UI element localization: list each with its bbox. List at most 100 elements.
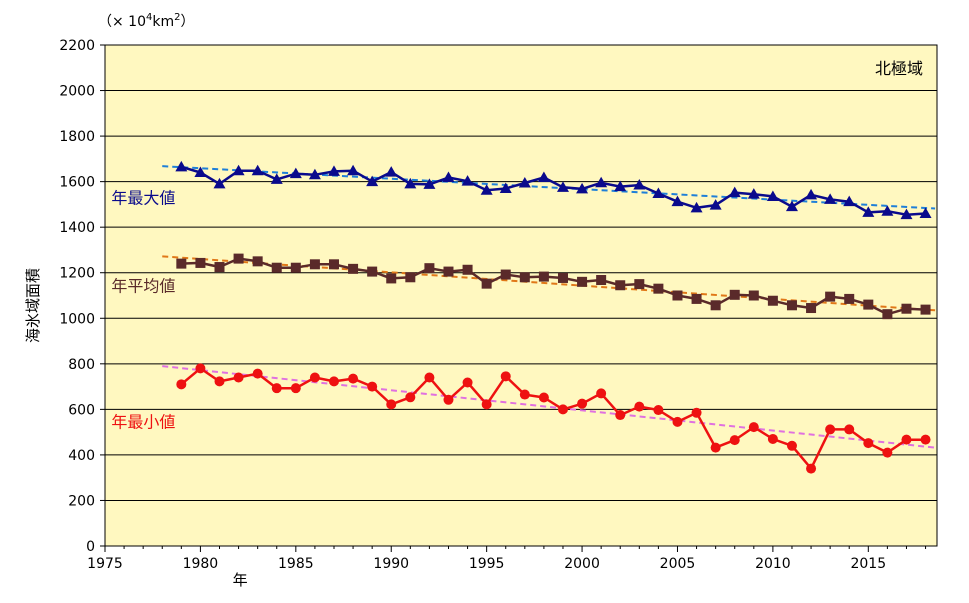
data-point [424, 372, 435, 383]
data-point [919, 207, 932, 219]
data-point [709, 199, 722, 210]
data-point [862, 206, 875, 217]
unit-exponent-2: 2 [174, 12, 180, 23]
data-point [233, 253, 244, 264]
data-point [537, 171, 550, 183]
data-point [615, 410, 626, 421]
data-point [614, 180, 627, 192]
data-point [576, 182, 589, 194]
data-point [595, 176, 608, 188]
data-point [481, 278, 492, 289]
data-point [461, 175, 474, 186]
data-point [386, 399, 397, 410]
series-line [180, 367, 926, 470]
data-point [367, 381, 378, 392]
data-point [327, 165, 340, 176]
trend-line [162, 165, 936, 210]
data-point [462, 377, 473, 388]
data-point [805, 188, 818, 200]
data-point [405, 272, 416, 283]
data-point [214, 262, 225, 273]
data-point [672, 416, 683, 427]
unit-label: （× 104km2） [98, 12, 195, 30]
series-label: 年最大値 [111, 188, 175, 207]
series-label: 年最小値 [111, 413, 175, 432]
data-point [652, 187, 665, 198]
data-point [405, 392, 416, 403]
data-point [289, 167, 302, 179]
x-tick-label: 1990 [373, 556, 409, 572]
data-point [195, 257, 206, 268]
data-point [824, 193, 837, 204]
data-point [785, 200, 798, 212]
data-point [863, 438, 874, 449]
data-point [920, 304, 931, 315]
data-point [786, 440, 797, 451]
data-point [214, 376, 225, 387]
data-point [366, 175, 379, 187]
y-tick-label: 400 [68, 448, 95, 464]
data-point [634, 401, 645, 412]
x-tick-label: 2000 [564, 556, 600, 572]
data-point [308, 168, 321, 180]
y-tick-label: 600 [68, 402, 95, 418]
data-point [634, 279, 645, 290]
data-point [901, 303, 912, 314]
x-tick-label: 1995 [469, 556, 505, 572]
data-point [881, 205, 894, 216]
y-tick-label: 1200 [59, 266, 95, 282]
plot-border [104, 44, 938, 547]
data-point [633, 179, 646, 190]
data-point [844, 293, 855, 304]
data-point [825, 291, 836, 302]
data-point [213, 177, 226, 189]
x-tick-label: 2010 [755, 556, 791, 572]
data-point [690, 201, 703, 213]
data-point [328, 376, 339, 387]
data-point [480, 184, 493, 195]
data-point [367, 266, 378, 277]
trend-lines [162, 165, 936, 449]
data-point [194, 166, 207, 178]
data-point [252, 256, 263, 267]
data-point [653, 405, 664, 416]
data-point [176, 258, 187, 269]
x-tick-label: 1975 [87, 556, 123, 572]
data-point [806, 463, 817, 474]
data-point [729, 435, 740, 446]
data-point [710, 300, 721, 311]
x-tick-label: 2005 [660, 556, 696, 572]
data-point [767, 295, 778, 306]
data-point [577, 276, 588, 287]
unit-km: km [152, 14, 174, 30]
data-point [290, 383, 301, 394]
data-point [462, 264, 473, 275]
y-tick-label: 2000 [59, 84, 95, 100]
data-point [710, 442, 721, 453]
series-label: 年平均値 [111, 276, 175, 295]
unit-prefix: （× 10 [98, 14, 146, 30]
data-point [747, 188, 760, 199]
y-tick-label: 0 [86, 539, 95, 555]
data-point [347, 164, 360, 176]
data-point [766, 190, 779, 201]
data-point [328, 259, 339, 270]
data-point [443, 266, 454, 277]
data-point [748, 290, 759, 301]
y-tick-label: 1800 [59, 129, 95, 145]
data-point [348, 263, 359, 274]
data-point [233, 372, 244, 383]
data-point [806, 303, 817, 314]
unit-suffix: ） [181, 14, 195, 30]
x-axis-title: 年 [233, 571, 248, 589]
y-tick-label: 800 [68, 357, 95, 373]
data-point [348, 373, 359, 384]
data-point [557, 272, 568, 283]
axis-ticks: 0 200 400 600 800 1000 1200 1400 1600 1800 2000 220… [59, 38, 927, 572]
data-point [691, 293, 702, 304]
data-point [728, 186, 741, 198]
data-point [195, 363, 206, 374]
data-point [404, 177, 417, 189]
x-tick-label: 1985 [278, 556, 314, 572]
